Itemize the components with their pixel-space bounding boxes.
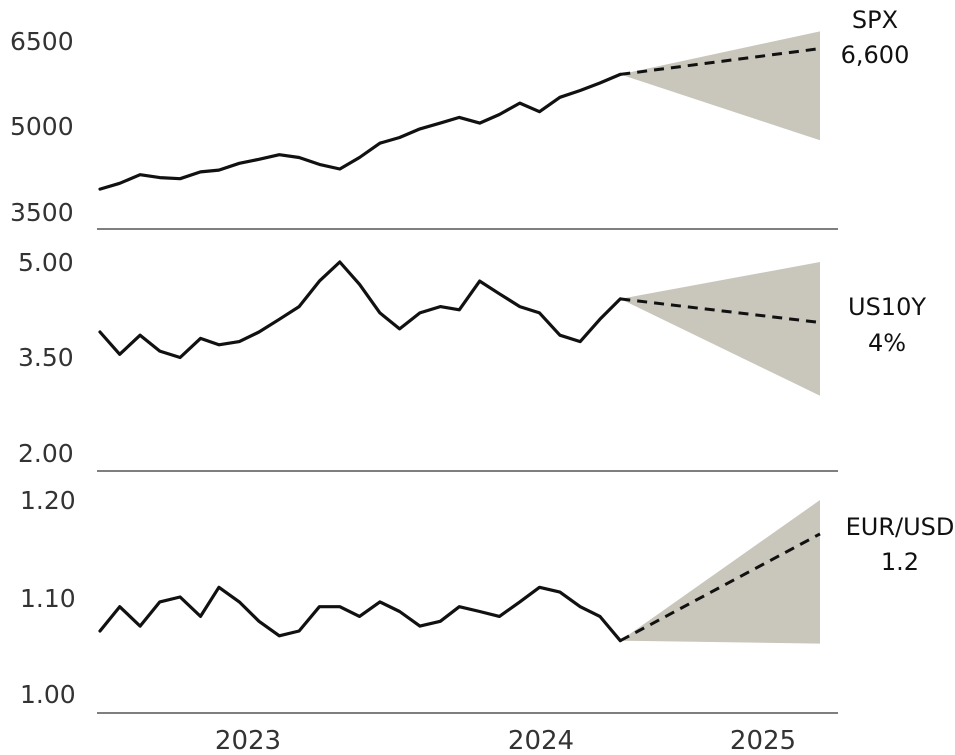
us10y-forecast-value: 4%	[868, 329, 906, 357]
us10y-ytick-bottom: 2.00	[18, 439, 74, 468]
spx-ytick-bottom: 3500	[10, 198, 74, 227]
us10y-forecast-label: US10Y	[848, 293, 926, 321]
us10y-forecast-band	[620, 262, 820, 396]
eurusd-ytick-mid: 1.10	[20, 584, 76, 613]
eurusd-forecast-value: 1.2	[881, 548, 919, 576]
spx-ytick-top: 6500	[10, 27, 74, 56]
us10y-ytick-mid: 3.50	[18, 343, 74, 372]
panel-eurusd: 1.20 1.10 1.00 EUR/USD 1.2	[20, 486, 955, 714]
spx-ytick-mid: 5000	[10, 112, 74, 141]
spx-forecast-band	[620, 31, 820, 141]
eurusd-ytick-top: 1.20	[20, 486, 76, 515]
spx-history-line	[98, 72, 622, 191]
panel-us10y: 5.00 3.50 2.00 US10Y 4%	[18, 248, 926, 472]
eurusd-forecast-band	[620, 500, 820, 644]
xtick-2023: 2023	[215, 726, 281, 755]
eurusd-forecast-label: EUR/USD	[846, 513, 955, 541]
xtick-2024: 2024	[508, 726, 574, 755]
us10y-ytick-top: 5.00	[18, 248, 74, 277]
eurusd-forecast-line	[619, 532, 821, 643]
eurusd-history-line	[98, 585, 622, 643]
eurusd-ytick-bottom: 1.00	[20, 680, 76, 709]
panel-spx: 6500 5000 3500 SPX 6,600	[10, 6, 910, 230]
us10y-history-line	[98, 260, 622, 360]
xtick-2025: 2025	[730, 726, 796, 755]
spx-forecast-value: 6,600	[841, 41, 910, 69]
spx-forecast-label: SPX	[852, 6, 898, 34]
